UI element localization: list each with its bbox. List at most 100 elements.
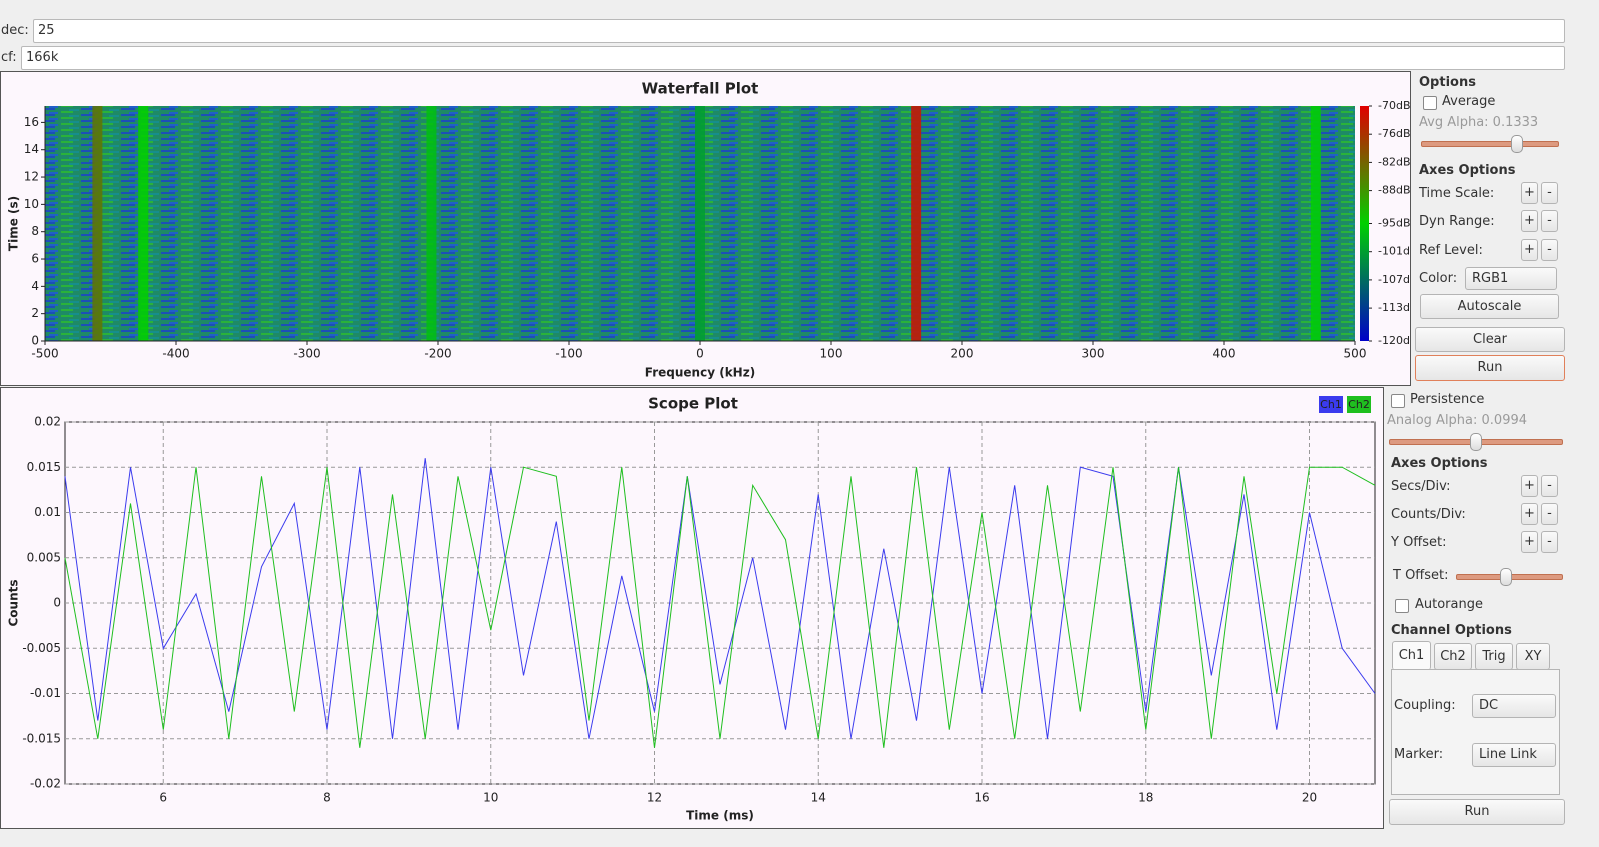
plus-button[interactable]: +: [1521, 531, 1538, 553]
y-tick-label: 0: [53, 596, 61, 610]
slider-handle[interactable]: [1500, 568, 1512, 586]
y-tick-label: 0.01: [34, 505, 61, 519]
signal-band: [1310, 106, 1321, 341]
control-label: Secs/Div:: [1391, 479, 1451, 494]
x-tick-label: 8: [323, 791, 331, 805]
y-tick-label: 4: [31, 279, 39, 293]
colorbar-tick-label: -88dB: [1378, 184, 1410, 197]
minus-button[interactable]: -: [1541, 531, 1558, 553]
colorbar-tick-label: -101dB: [1378, 245, 1410, 258]
signal-band: [426, 106, 437, 341]
y-axis-label: Counts: [7, 579, 21, 626]
minus-button[interactable]: -: [1541, 239, 1558, 261]
legend-swatch: [1347, 396, 1371, 413]
plus-button[interactable]: +: [1521, 475, 1538, 497]
x-tick-label: 200: [951, 347, 974, 361]
slider-track[interactable]: [1421, 141, 1559, 147]
signal-band: [911, 106, 922, 341]
legend-label: Ch1: [1320, 398, 1342, 411]
control-label: Y Offset:: [1391, 535, 1447, 550]
tab[interactable]: XY: [1516, 643, 1550, 670]
y-tick-label: 0.005: [27, 550, 61, 564]
tab[interactable]: Trig: [1475, 643, 1513, 670]
combo-box[interactable]: RGB1: [1465, 267, 1557, 290]
y-tick-label: 0.015: [27, 460, 61, 474]
x-tick-label: 16: [974, 791, 989, 805]
x-tick-label: 100: [820, 347, 843, 361]
y-axis-label: Time (s): [7, 196, 21, 251]
x-tick-label: 500: [1344, 347, 1367, 361]
y-tick-label: 2: [31, 306, 39, 320]
x-tick-label: 10: [483, 791, 498, 805]
chart-title: Scope Plot: [648, 395, 738, 413]
y-tick-label: -0.005: [22, 641, 61, 655]
scope-controls: Persistence Analog Alpha: 0.0994 Axes Op…: [1386, 387, 1569, 829]
clear-button[interactable]: Clear: [1415, 327, 1565, 352]
tab[interactable]: Ch2: [1434, 643, 1472, 670]
scope-chart: Scope Plot 6 8 10 12 14 16 18 20 0.02 0.015 0.01 0.0…: [7, 395, 1376, 823]
signal-band: [92, 106, 103, 341]
plus-button[interactable]: +: [1521, 239, 1538, 261]
combo-box[interactable]: DC: [1472, 694, 1556, 718]
x-tick-label: 20: [1302, 791, 1317, 805]
checkbox-label: Autorange: [1415, 597, 1483, 612]
slider-label: Avg Alpha: 0.1333: [1419, 115, 1539, 130]
run-button[interactable]: Run: [1389, 799, 1565, 825]
x-tick-label: -200: [424, 347, 451, 361]
signal-band: [138, 106, 149, 341]
x-tick-label: 300: [1082, 347, 1105, 361]
y-tick-label: 6: [31, 252, 39, 266]
x-axis-label: Frequency (kHz): [645, 366, 755, 380]
y-tick-label: 14: [24, 142, 39, 156]
minus-button[interactable]: -: [1541, 503, 1558, 525]
x-tick-label: -400: [162, 347, 189, 361]
group-title: Options: [1419, 75, 1476, 90]
x-tick-label: 0: [696, 347, 704, 361]
input-label: dec:: [1, 23, 29, 38]
signal-band: [695, 106, 705, 341]
colorbar-tick-label: -76dB: [1378, 127, 1410, 140]
plus-button[interactable]: +: [1521, 210, 1538, 232]
slider-handle[interactable]: [1511, 135, 1523, 153]
colorbar-tick-label: -82dB: [1378, 155, 1410, 168]
control-label: Time Scale:: [1419, 186, 1495, 201]
y-tick-label: -0.01: [30, 686, 61, 700]
text-input[interactable]: 166k: [21, 46, 1565, 70]
y-tick-label: -0.02: [30, 777, 61, 791]
text-input[interactable]: 25: [33, 19, 1565, 43]
x-tick-label: 12: [647, 791, 662, 805]
y-tick-label: -0.015: [22, 731, 61, 745]
plus-button[interactable]: +: [1521, 182, 1538, 204]
plus-button[interactable]: +: [1521, 503, 1538, 525]
minus-button[interactable]: -: [1541, 182, 1558, 204]
checkbox[interactable]: [1391, 394, 1405, 408]
waterfall-controls: Options Average Avg Alpha: 0.1333 Axes O…: [1413, 73, 1569, 385]
tab-panel: [1391, 669, 1560, 795]
colorbar: [1360, 106, 1369, 341]
y-tick-label: 16: [24, 115, 39, 129]
legend-label: Ch2: [1348, 398, 1370, 411]
minus-button[interactable]: -: [1541, 475, 1558, 497]
x-tick-label: -100: [555, 347, 582, 361]
autoscale-button[interactable]: Autoscale: [1420, 294, 1559, 319]
combo-box[interactable]: Line Link: [1472, 743, 1556, 767]
minus-button[interactable]: -: [1541, 210, 1558, 232]
checkbox-label: Persistence: [1410, 392, 1485, 407]
x-tick-label: 6: [159, 791, 167, 805]
x-tick-label: -500: [31, 347, 58, 361]
tab[interactable]: Ch1: [1392, 641, 1431, 670]
run-button[interactable]: Run: [1415, 355, 1565, 381]
x-axis-label: Time (ms): [686, 809, 754, 823]
checkbox[interactable]: [1395, 599, 1409, 613]
y-tick-label: 8: [31, 224, 39, 238]
colorbar-tick-label: -70dB: [1378, 99, 1410, 112]
control-label: Color:: [1419, 271, 1458, 286]
control-label: Ref Level:: [1419, 243, 1483, 258]
slider-handle[interactable]: [1470, 433, 1482, 451]
scope-frame: Scope Plot 6 8 10 12 14 16 18 20 0.02 0.015 0.01 0.0…: [0, 387, 1384, 829]
colorbar-tick-label: -120dB: [1378, 334, 1410, 347]
checkbox[interactable]: [1423, 96, 1437, 110]
x-tick-label: 400: [1213, 347, 1236, 361]
slider-label: Analog Alpha: 0.0994: [1387, 413, 1528, 428]
